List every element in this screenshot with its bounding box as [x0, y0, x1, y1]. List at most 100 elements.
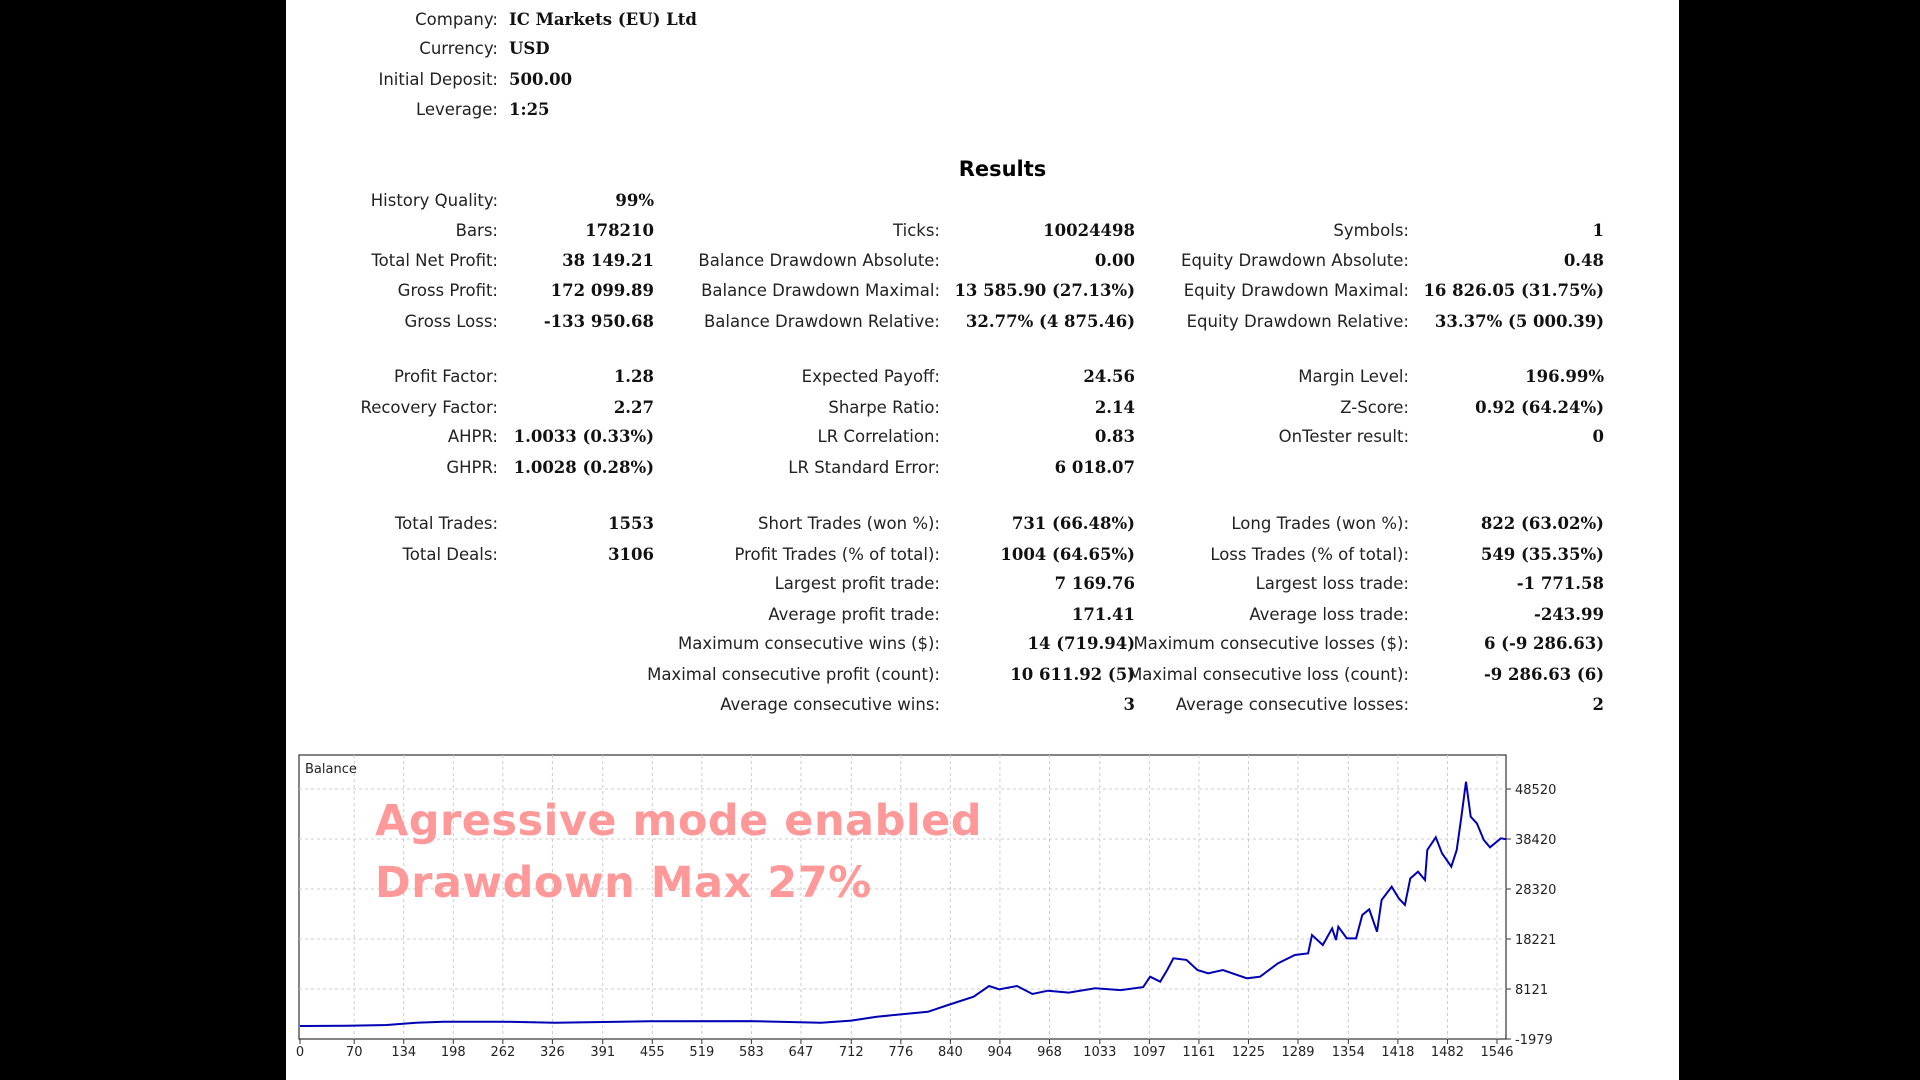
x-tick-label: 904 [988, 1045, 1013, 1060]
y-tick-label: 48520 [1515, 783, 1556, 798]
stat-value: 0 [1592, 427, 1604, 446]
header-value: 500.00 [509, 70, 573, 89]
stat-value: 2 [1592, 695, 1604, 714]
stat-value: 14 (719.94) [1027, 634, 1135, 653]
header-value: USD [509, 39, 550, 58]
stat-value: 38 149.21 [562, 251, 654, 270]
x-tick-label: 840 [938, 1045, 963, 1060]
stat-label: LR Correlation: [817, 427, 940, 446]
stat-value: 7 169.76 [1054, 574, 1135, 593]
stat-value: 1.0028 (0.28%) [513, 458, 654, 477]
stat-label: Sharpe Ratio: [828, 398, 940, 417]
header-label: Initial Deposit: [378, 70, 498, 89]
x-tick-label: 326 [540, 1045, 565, 1060]
chart-title: Balance [305, 762, 357, 777]
header-label: Leverage: [415, 100, 498, 119]
stat-value: -133 950.68 [543, 312, 654, 331]
x-tick-label: 1289 [1281, 1045, 1314, 1060]
stat-value: -243.99 [1534, 605, 1604, 624]
stat-label: Loss Trades (% of total): [1210, 545, 1409, 564]
stat-label: Long Trades (won %): [1231, 514, 1409, 533]
x-tick-label: 519 [689, 1045, 714, 1060]
stat-value: 1.28 [613, 367, 654, 386]
stat-value: 32.77% (4 875.46) [965, 312, 1135, 331]
x-tick-label: 455 [640, 1045, 665, 1060]
stat-label: Equity Drawdown Absolute: [1181, 251, 1409, 270]
stat-label: Gross Profit: [397, 281, 498, 300]
y-tick-label: 8121 [1515, 983, 1548, 998]
header-value: IC Markets (EU) Ltd [509, 10, 697, 29]
stat-label: Balance Drawdown Maximal: [701, 281, 940, 300]
stat-label: Z-Score: [1340, 398, 1409, 417]
y-tick-label: 38420 [1515, 833, 1556, 848]
stat-label: Recovery Factor: [360, 398, 498, 417]
stat-label: Short Trades (won %): [758, 514, 940, 533]
stat-label: GHPR: [446, 458, 498, 477]
stat-value: 0.83 [1094, 427, 1135, 446]
stat-label: Total Deals: [402, 545, 499, 564]
chart-frame [298, 754, 1507, 1040]
stat-label: Maximum consecutive losses ($): [1133, 634, 1409, 653]
stat-label: Largest profit trade: [774, 574, 940, 593]
stat-value: 13 585.90 (27.13%) [954, 281, 1135, 300]
stat-value: 99% [615, 191, 654, 210]
stat-value: 1 [1592, 221, 1604, 240]
stat-label: Average consecutive losses: [1175, 695, 1409, 714]
x-tick-label: 712 [839, 1045, 864, 1060]
balance-series-line [299, 781, 1507, 1027]
stat-label: Largest loss trade: [1255, 574, 1409, 593]
x-tick-label: 583 [739, 1045, 764, 1060]
stat-label: Maximal consecutive loss (count): [1128, 665, 1409, 684]
stat-label: Ticks: [893, 221, 940, 240]
x-tick-label: 1482 [1431, 1045, 1464, 1060]
stat-value: 822 (63.02%) [1480, 514, 1604, 533]
stat-label: History Quality: [370, 191, 498, 210]
y-tick-label: 28320 [1515, 883, 1556, 898]
x-tick-label: 134 [391, 1045, 416, 1060]
stat-value: -9 286.63 (6) [1483, 665, 1604, 684]
x-tick-label: 1161 [1182, 1045, 1215, 1060]
stat-value: 6 018.07 [1054, 458, 1135, 477]
x-tick-label: 1354 [1332, 1045, 1365, 1060]
stat-label: Average profit trade: [768, 605, 940, 624]
x-tick-label: 776 [888, 1045, 913, 1060]
x-tick-label: 198 [441, 1045, 466, 1060]
x-tick-label: 0 [296, 1045, 304, 1060]
stat-value: 178210 [585, 221, 654, 240]
stat-value: 1.0033 (0.33%) [513, 427, 654, 446]
stat-label: Maximal consecutive profit (count): [647, 665, 940, 684]
stat-label: Average loss trade: [1249, 605, 1409, 624]
stat-value: 731 (66.48%) [1011, 514, 1135, 533]
stat-value: 33.37% (5 000.39) [1434, 312, 1604, 331]
x-tick-label: 1225 [1232, 1045, 1265, 1060]
header-label: Company: [415, 10, 498, 29]
stat-label: LR Standard Error: [788, 458, 940, 477]
stat-value: 10024498 [1043, 221, 1135, 240]
x-tick-label: 70 [346, 1045, 363, 1060]
stat-label: Margin Level: [1298, 367, 1409, 386]
stat-value: 171.41 [1071, 605, 1135, 624]
stat-value: 0.48 [1563, 251, 1604, 270]
stat-value: 1004 (64.65%) [1000, 545, 1135, 564]
stat-label: Expected Payoff: [801, 367, 940, 386]
x-tick-label: 391 [590, 1045, 615, 1060]
stat-value: 2.27 [613, 398, 654, 417]
stat-value: -1 771.58 [1516, 574, 1604, 593]
stat-label: Equity Drawdown Relative: [1186, 312, 1409, 331]
stat-value: 10 611.92 (5) [1010, 665, 1135, 684]
stat-label: AHPR: [447, 427, 498, 446]
stat-label: Gross Loss: [404, 312, 499, 331]
stat-label: OnTester result: [1278, 427, 1409, 446]
x-tick-label: 1546 [1480, 1045, 1513, 1060]
y-tick-label: -1979 [1515, 1033, 1553, 1048]
x-tick-label: 1033 [1083, 1045, 1116, 1060]
stat-label: Symbols: [1333, 221, 1409, 240]
stat-value: 2.14 [1094, 398, 1135, 417]
stat-label: Bars: [455, 221, 498, 240]
stat-label: Equity Drawdown Maximal: [1183, 281, 1409, 300]
stat-label: Total Trades: [394, 514, 498, 533]
stat-value: 1553 [608, 514, 654, 533]
x-tick-label: 647 [789, 1045, 814, 1060]
stat-value: 549 (35.35%) [1480, 545, 1604, 564]
